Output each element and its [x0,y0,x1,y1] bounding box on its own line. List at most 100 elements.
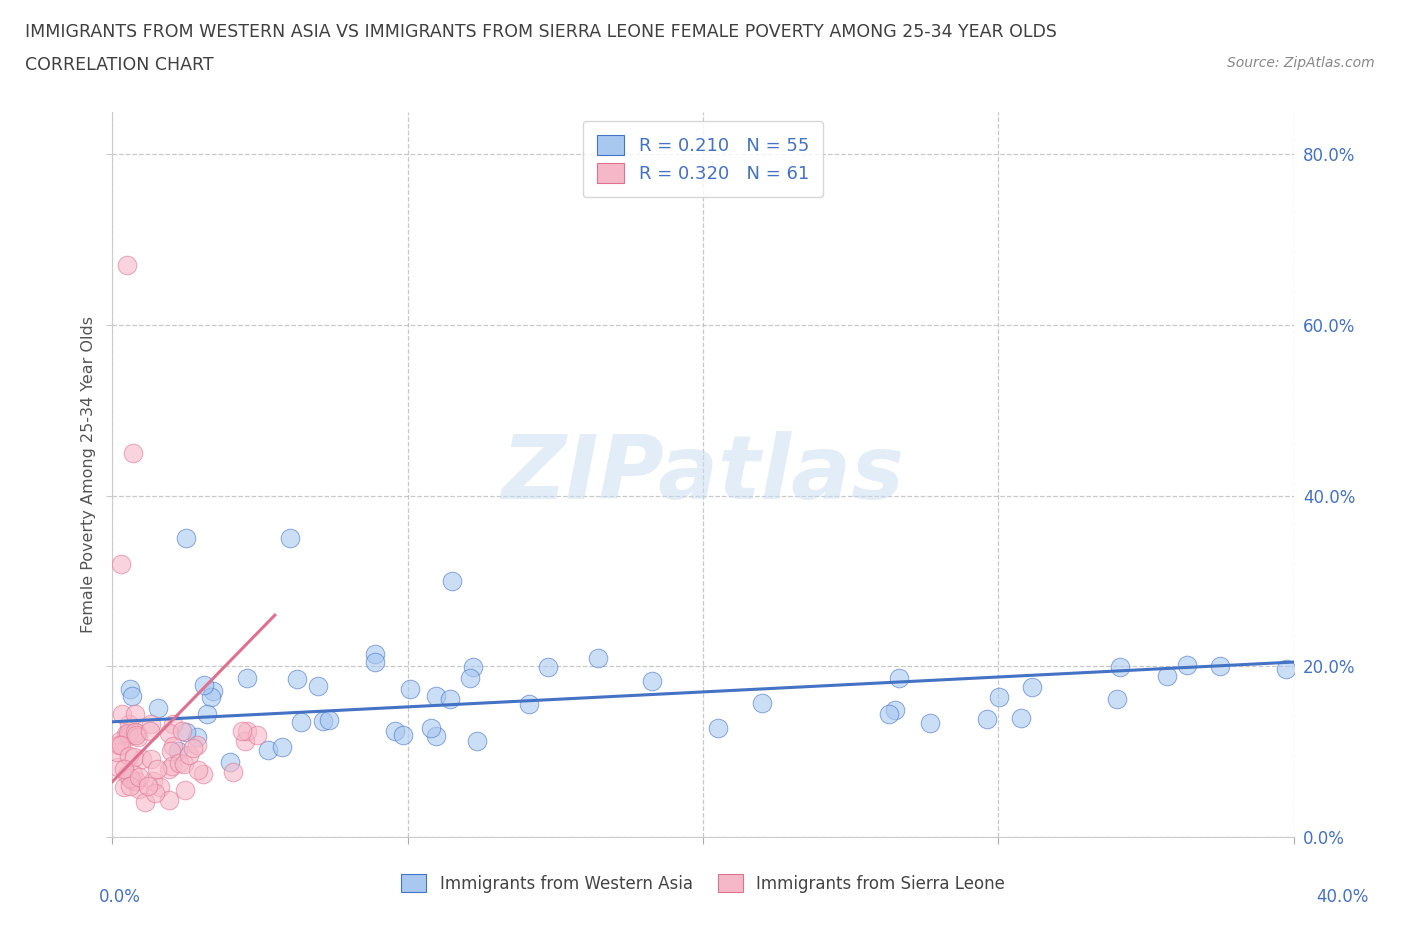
Point [108,734,131,749]
Point [419,720,441,735]
Point [117,726,139,741]
Point [287,672,309,687]
Point [149,779,172,794]
Text: IMMIGRANTS FROM WESTERN ASIA VS IMMIGRANTS FROM SIERRA LEONE FEMALE POVERTY AMON: IMMIGRANTS FROM WESTERN ASIA VS IMMIGRAN… [25,23,1057,41]
Point [110,556,132,571]
Point [364,655,387,670]
Point [120,771,142,786]
Point [125,727,148,742]
Point [465,734,488,749]
Point [160,743,183,758]
Point [120,778,142,793]
Point [118,749,141,764]
Point [138,724,160,738]
Point [271,739,294,754]
Point [460,671,482,685]
Point [162,717,184,732]
Point [131,751,153,766]
Point [463,659,485,674]
Point [187,763,209,777]
Text: CORRELATION CHART: CORRELATION CHART [25,56,214,73]
Point [174,724,197,739]
Point [160,758,183,773]
Point [235,724,257,738]
Point [425,688,447,703]
Point [537,660,560,675]
Point [1156,669,1178,684]
Point [122,766,145,781]
Point [1108,659,1130,674]
Point [290,714,312,729]
Point [127,729,149,744]
Point [117,258,138,272]
Point [157,792,180,807]
Point [246,727,269,742]
Point [392,728,415,743]
Point [1010,711,1032,725]
Point [231,724,253,738]
Point [233,734,256,749]
Point [877,707,900,722]
Point [517,696,540,711]
Point [884,703,907,718]
Point [125,726,148,741]
Point [128,770,150,785]
Point [141,716,163,731]
Point [167,756,190,771]
Point [186,737,208,752]
Y-axis label: Female Poverty Among 25-34 Year Olds: Female Poverty Among 25-34 Year Olds [80,316,96,632]
Legend: Immigrants from Western Asia, Immigrants from Sierra Leone: Immigrants from Western Asia, Immigrants… [392,866,1014,901]
Text: 0.0%: 0.0% [98,888,141,906]
Point [146,762,169,777]
Point [1021,680,1043,695]
Point [195,707,218,722]
Point [307,679,329,694]
Point [120,681,142,696]
Point [425,728,447,743]
Point [398,682,420,697]
Point [117,726,139,741]
Point [441,574,464,589]
Point [108,737,131,752]
Point [312,713,335,728]
Point [173,756,195,771]
Point [143,786,166,801]
Point [142,774,165,789]
Point [122,445,145,460]
Point [112,762,135,777]
Point [118,728,141,743]
Point [170,724,193,739]
Point [439,691,461,706]
Point [157,725,180,740]
Point [136,778,159,793]
Point [751,696,773,711]
Point [110,737,132,752]
Point [193,678,215,693]
Point [236,671,259,685]
Text: 40.0%: 40.0% [1316,888,1369,906]
Point [141,752,163,767]
Point [200,690,222,705]
Point [107,760,129,775]
Point [118,717,141,732]
Point [987,690,1010,705]
Point [115,726,138,741]
Point [112,779,135,794]
Point [174,531,197,546]
Point [278,531,301,546]
Point [166,744,188,759]
Point [181,740,204,755]
Point [173,782,195,797]
Text: Source: ZipAtlas.com: Source: ZipAtlas.com [1227,56,1375,70]
Point [107,744,129,759]
Point [641,673,664,688]
Point [918,716,941,731]
Point [318,712,340,727]
Point [363,646,385,661]
Point [976,711,998,726]
Point [222,764,245,779]
Point [111,707,134,722]
Point [125,774,148,789]
Point [115,768,138,783]
Point [887,671,910,685]
